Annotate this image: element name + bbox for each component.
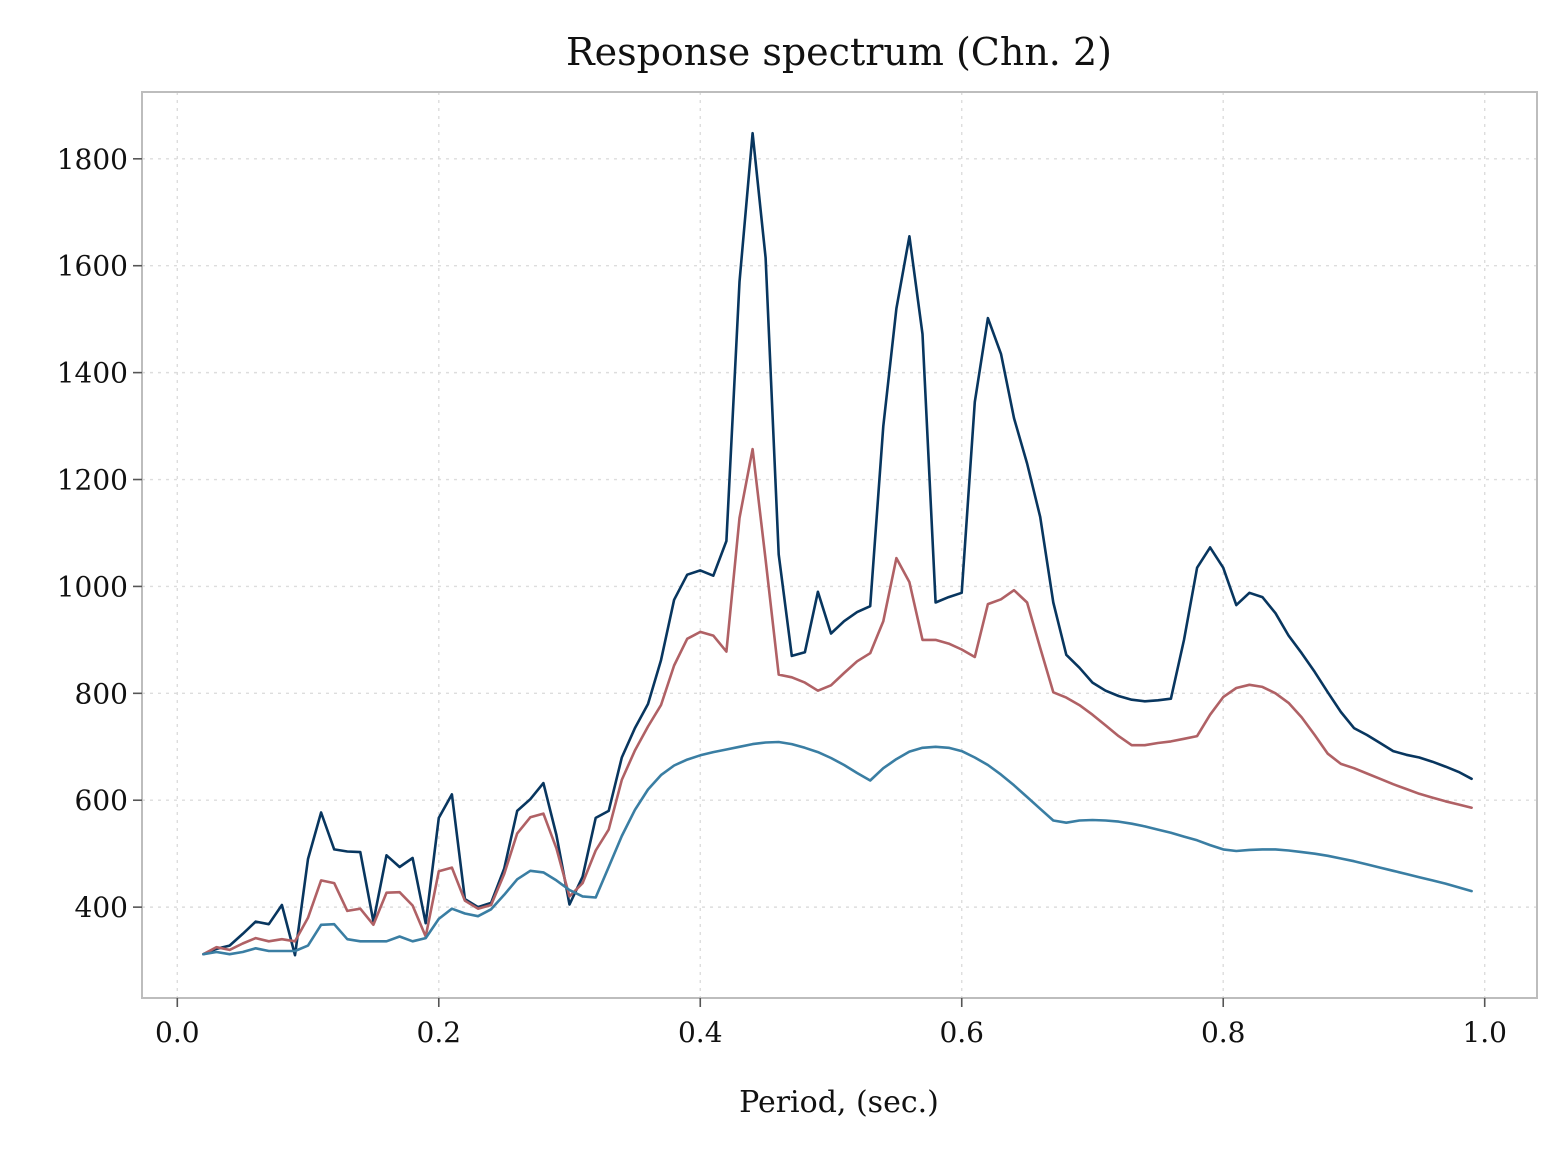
y-tick-label: 400 — [75, 891, 128, 924]
y-tick-label: 1000 — [57, 570, 128, 603]
x-axis-label: Period, (sec.) — [739, 1085, 939, 1120]
x-tick-label: 0.0 — [155, 1016, 200, 1049]
y-tick-label: 1400 — [57, 357, 128, 390]
y-axis: 400 600 800 1000 1200 1400 1600 1800 — [57, 143, 142, 924]
x-tick-label: 0.8 — [1201, 1016, 1246, 1049]
plot-frame — [141, 91, 1538, 999]
series-line-2 — [202, 447, 1473, 956]
series-line-1 — [202, 131, 1473, 957]
grid-layer — [142, 92, 1537, 998]
y-tick-label: 600 — [75, 784, 128, 817]
x-tick-label: 1.0 — [1462, 1016, 1507, 1049]
x-axis: 0.0 0.2 0.4 0.6 0.8 1.0 — [155, 998, 1507, 1049]
y-tick-label: 800 — [75, 677, 128, 710]
x-tick-label: 0.2 — [417, 1016, 462, 1049]
series-line-3 — [202, 740, 1473, 956]
chart-title: Response spectrum (Chn. 2) — [566, 30, 1112, 74]
x-tick-label: 0.4 — [678, 1016, 723, 1049]
series-layer — [202, 131, 1473, 957]
y-tick-label: 1200 — [57, 464, 128, 497]
y-tick-label: 1800 — [57, 143, 128, 176]
y-tick-label: 1600 — [57, 250, 128, 283]
x-tick-label: 0.6 — [939, 1016, 984, 1049]
